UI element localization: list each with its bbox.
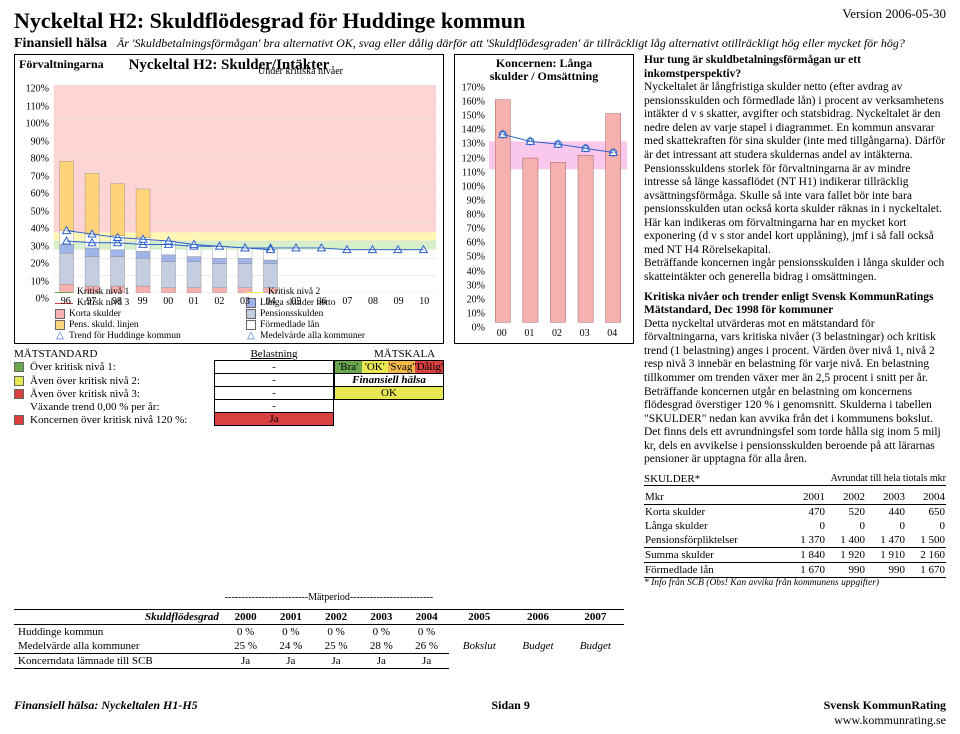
y-tick: 20% [17,259,49,270]
y-tick: 20% [455,294,485,305]
y-tick: 10% [455,308,485,319]
x-tick: 04 [607,328,617,339]
y-tick: 90% [17,136,49,147]
legend-item: Korta skulder [55,309,246,319]
finansiell-halsa-label: Finansiell hälsa [14,36,107,52]
skulder-subtitle: Avrundat till hela tiotals mkr [831,473,946,485]
x-tick: 01 [189,296,199,307]
y-tick: 80% [17,154,49,165]
matstandard-row: Över kritisk nivå 1: -'Bra''OK''Svag''Då… [14,360,444,374]
legend-item: Pensionsskulden [246,309,437,319]
footer-r1: Svensk KommunRating [824,698,946,713]
y-tick: 40% [17,224,49,235]
y-tick: 60% [17,189,49,200]
skulder-note: * Info från SCB (Obs! Kan avvika från ko… [644,578,946,588]
y-tick: 40% [455,266,485,277]
y-tick: 140% [455,125,485,136]
y-tick: 50% [17,206,49,217]
right-para1: Nyckeltalet är långfristiga skulder nett… [644,81,945,256]
chart-koncernen: Koncernen: Långa skulder / Omsättning 0%… [454,54,634,344]
y-tick: 160% [455,97,485,108]
x-tick: 06 [317,296,327,307]
y-tick: 90% [455,195,485,206]
x-tick: 03 [580,328,590,339]
y-tick: 100% [17,119,49,130]
x-tick: 03 [240,296,250,307]
x-tick: 97 [86,296,96,307]
x-tick: 07 [342,296,352,307]
x-tick: 05 [291,296,301,307]
matstandard-konc: Koncernen över kritisk nivå 120 %: Ja [14,413,444,426]
y-tick: 0% [17,294,49,305]
skulder-table: Mkr2001200220032004Korta skulder47052044… [644,490,946,578]
subtitle-italic: Är 'Skuldbetalningsförmågan' bra alterna… [117,36,905,52]
y-tick: 120% [17,84,49,95]
x-tick: 02 [552,328,562,339]
x-tick: 99 [138,296,148,307]
y-tick: 30% [17,241,49,252]
y-tick: 70% [17,171,49,182]
x-tick: 01 [524,328,534,339]
right-heading: Hur tung är skuldbetalningsförmågan ur e… [644,54,861,80]
footer-r2: www.kommunrating.se [824,713,946,728]
x-tick: 10 [419,296,429,307]
right-para2: Detta nyckeltal utvärderas mot en mätsta… [644,318,941,466]
x-tick: 96 [61,296,71,307]
chart-left-title: Nyckeltal H2: Skulder/Intäkter [15,57,443,74]
y-tick: 100% [455,181,485,192]
legend-item: △Medelvärde alla kommuner [246,331,437,341]
matperiod-label: -------------------------Mätperiod------… [174,592,484,603]
legend-item: Pens. skuld. linjen [55,320,246,330]
y-tick: 150% [455,111,485,122]
footer-mid: Sidan 9 [491,698,529,728]
y-tick: 60% [455,238,485,249]
y-tick: 110% [455,167,485,178]
y-tick: 80% [455,210,485,221]
right-para1b: Beträffande koncernen ingår pensionsskul… [644,257,944,283]
y-tick: 0% [455,323,485,334]
y-tick: 130% [455,139,485,150]
x-tick: 00 [163,296,173,307]
y-tick: 70% [455,224,485,235]
footer-left: Finansiell hälsa: Nyckeltalen H1-H5 [14,698,198,728]
y-tick: 10% [17,276,49,287]
right-heading2: Kritiska nivåer och trender enligt Svens… [644,291,933,317]
chart-mid-title2: skulder / Omsättning [455,70,633,83]
matstandard-vax: Växande trend 0,00 % per år: - [14,400,444,413]
x-tick: 02 [214,296,224,307]
matstandard-row: Även över kritisk nivå 3: -OK [14,387,444,400]
legend-item: △Trend för Huddinge kommun [55,331,246,341]
y-tick: 110% [17,101,49,112]
y-tick: 30% [455,280,485,291]
matstandard-row: Även över kritisk nivå 2: -Finansiell hä… [14,374,444,387]
version-label: Version 2006-05-30 [842,6,946,22]
page-title: Nyckeltal H2: Skuldflödesgrad för Huddin… [14,8,946,34]
chart-skulder-intakter: Förvaltningarna Nyckeltal H2: Skulder/In… [14,54,444,344]
x-tick: 98 [112,296,122,307]
x-tick: 04 [266,296,276,307]
under-kritiska-label: Under kritiska nivåer [258,67,343,78]
matstandard-head: MÄTSTANDARD Belastning MÄTSKALA [14,348,444,360]
y-tick: 120% [455,153,485,164]
skuldflodesgrad-table: Skuldflödesgrad2000200120022003200420052… [14,609,624,669]
legend-item: Förmedlade lån [246,320,437,330]
x-tick: 08 [368,296,378,307]
x-tick: 09 [394,296,404,307]
y-tick: 170% [455,83,485,94]
skulder-title: SKULDER* [644,473,700,485]
y-tick: 50% [455,252,485,263]
x-tick: 00 [497,328,507,339]
